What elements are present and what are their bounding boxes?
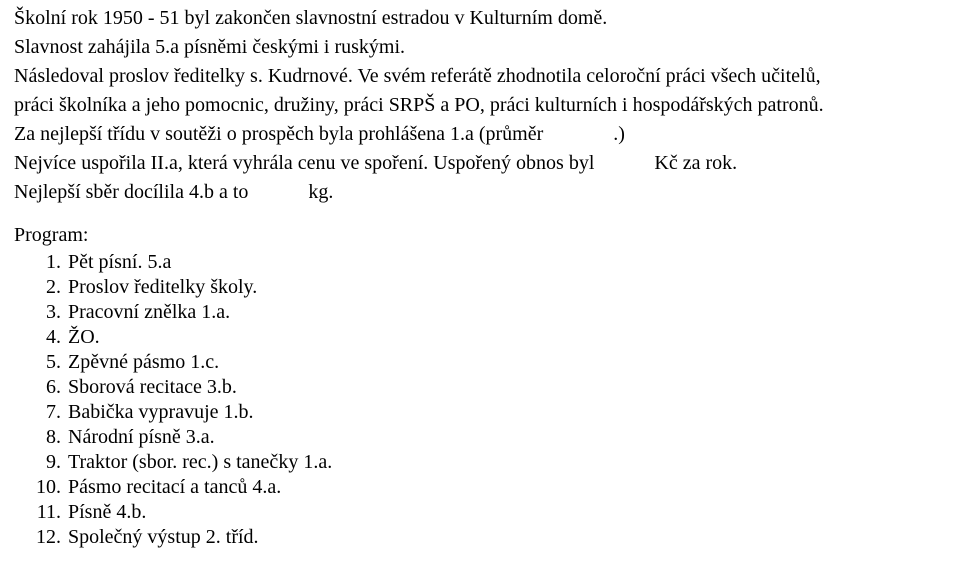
list-item: Písně 4.b.: [66, 500, 946, 525]
list-item: Traktor (sbor. rec.) s tanečky 1.a.: [66, 450, 946, 475]
list-item: Pracovní znělka 1.a.: [66, 300, 946, 325]
intro-line-7b: kg.: [308, 181, 333, 203]
list-item: Pět písní. 5.a: [66, 250, 946, 275]
intro-line-6b: Kč za rok.: [654, 152, 737, 174]
intro-line-5: Za nejlepší třídu v soutěži o prospěch b…: [14, 122, 946, 147]
list-item: Proslov ředitelky školy.: [66, 275, 946, 300]
intro-paragraph: Školní rok 1950 - 51 byl zakončen slavno…: [14, 6, 946, 205]
list-item: Národní písně 3.a.: [66, 425, 946, 450]
list-item: Babička vypravuje 1.b.: [66, 400, 946, 425]
program-list: Pět písní. 5.a Proslov ředitelky školy. …: [14, 250, 946, 550]
intro-line-3: Následoval proslov ředitelky s. Kudrnové…: [14, 64, 946, 89]
list-item: Sborová recitace 3.b.: [66, 375, 946, 400]
intro-line-2: Slavnost zahájila 5.a písněmi českými i …: [14, 35, 946, 60]
intro-line-5b: .): [613, 123, 625, 145]
list-item: Zpěvné pásmo 1.c.: [66, 350, 946, 375]
intro-line-6: Nejvíce uspořila II.a, která vyhrála cen…: [14, 151, 946, 176]
intro-line-7a: Nejlepší sběr docílila 4.b a to: [14, 181, 248, 203]
list-item: ŽO.: [66, 325, 946, 350]
program-heading: Program:: [14, 223, 946, 248]
intro-line-4b: práci školníka a jeho pomocnic, družiny,…: [14, 93, 946, 118]
intro-line-7: Nejlepší sběr docílila 4.b a to kg.: [14, 180, 946, 205]
page: Školní rok 1950 - 51 byl zakončen slavno…: [0, 0, 960, 550]
intro-line-3a: Následoval proslov ředitelky s. Kudrnové…: [14, 65, 353, 87]
intro-line-6a: Nejvíce uspořila II.a, která vyhrála cen…: [14, 152, 594, 174]
intro-line-5a: Za nejlepší třídu v soutěži o prospěch b…: [14, 123, 543, 145]
list-item: Společný výstup 2. tříd.: [66, 525, 946, 550]
intro-line-4a: Ve svém referátě zhodnotila celoroční pr…: [357, 65, 820, 87]
list-item: Pásmo recitací a tanců 4.a.: [66, 475, 946, 500]
intro-line-1: Školní rok 1950 - 51 byl zakončen slavno…: [14, 6, 946, 31]
